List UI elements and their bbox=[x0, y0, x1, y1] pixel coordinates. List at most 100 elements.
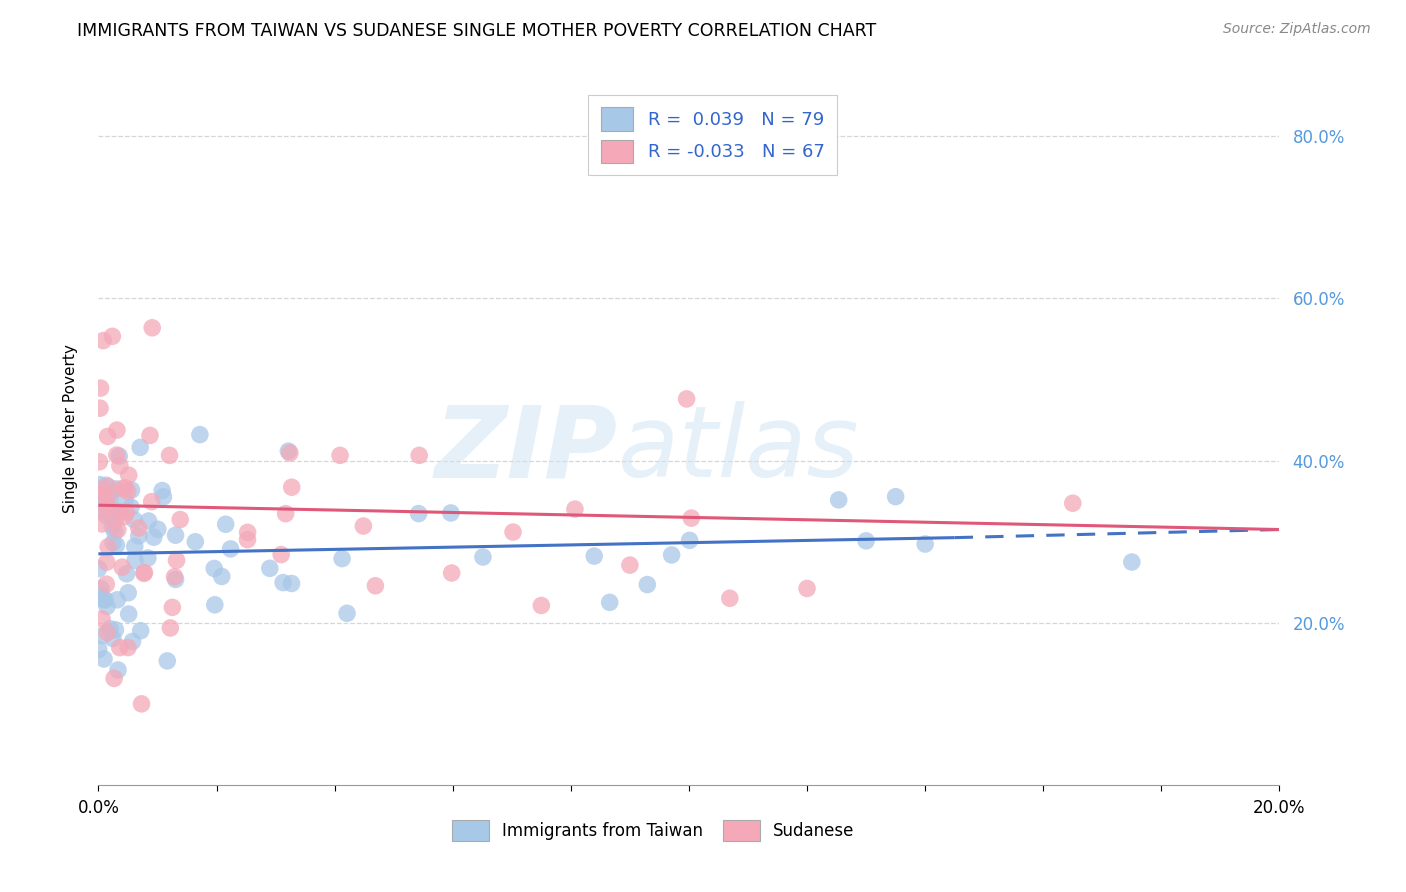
Point bbox=[96, 555, 118, 569]
Point bbox=[502, 524, 524, 539]
Point bbox=[105, 423, 128, 437]
Point bbox=[156, 654, 179, 668]
Point bbox=[98, 491, 121, 506]
Y-axis label: Single Mother Poverty: Single Mother Poverty bbox=[63, 343, 77, 513]
Point bbox=[211, 569, 233, 583]
Point bbox=[132, 566, 155, 581]
Point bbox=[138, 514, 160, 528]
Point bbox=[104, 515, 127, 529]
Point bbox=[101, 510, 124, 524]
Point bbox=[89, 492, 111, 507]
Point bbox=[131, 697, 153, 711]
Point bbox=[134, 566, 156, 580]
Text: IMMIGRANTS FROM TAIWAN VS SUDANESE SINGLE MOTHER POVERTY CORRELATION CHART: IMMIGRANTS FROM TAIWAN VS SUDANESE SINGL… bbox=[77, 22, 876, 40]
Point bbox=[118, 468, 141, 483]
Point bbox=[270, 548, 292, 562]
Point bbox=[93, 652, 115, 666]
Point bbox=[530, 599, 553, 613]
Point bbox=[236, 525, 259, 540]
Point bbox=[236, 533, 259, 547]
Point bbox=[583, 549, 606, 563]
Text: ZIP: ZIP bbox=[434, 401, 619, 498]
Point bbox=[855, 533, 877, 548]
Point bbox=[124, 540, 146, 554]
Point bbox=[472, 549, 495, 564]
Point bbox=[101, 503, 124, 517]
Point bbox=[107, 523, 129, 537]
Point bbox=[619, 558, 641, 573]
Point bbox=[107, 663, 129, 677]
Point bbox=[163, 570, 186, 584]
Point bbox=[87, 561, 110, 575]
Point bbox=[280, 480, 302, 494]
Point bbox=[91, 629, 114, 643]
Point bbox=[90, 483, 112, 497]
Point bbox=[159, 621, 181, 635]
Point bbox=[111, 482, 134, 496]
Point bbox=[330, 551, 353, 566]
Point bbox=[115, 505, 138, 519]
Point bbox=[101, 535, 124, 549]
Point bbox=[128, 529, 150, 543]
Point bbox=[202, 561, 225, 575]
Point bbox=[90, 516, 112, 531]
Point bbox=[564, 502, 586, 516]
Point bbox=[96, 577, 118, 591]
Point bbox=[105, 592, 128, 607]
Point bbox=[117, 484, 139, 499]
Point bbox=[440, 566, 463, 580]
Point bbox=[681, 511, 703, 525]
Point bbox=[408, 448, 430, 462]
Point bbox=[204, 598, 226, 612]
Point bbox=[165, 573, 187, 587]
Point bbox=[159, 449, 181, 463]
Point bbox=[678, 533, 700, 548]
Point bbox=[718, 591, 741, 606]
Point bbox=[124, 513, 146, 527]
Point bbox=[440, 506, 463, 520]
Point bbox=[96, 508, 118, 523]
Point bbox=[215, 517, 238, 532]
Point bbox=[96, 599, 118, 614]
Point bbox=[97, 479, 120, 493]
Point bbox=[129, 624, 152, 638]
Point bbox=[94, 592, 117, 607]
Point bbox=[91, 592, 114, 607]
Point bbox=[104, 623, 127, 637]
Point bbox=[146, 522, 169, 536]
Point bbox=[796, 582, 818, 596]
Point bbox=[139, 428, 162, 442]
Point bbox=[101, 329, 124, 343]
Point bbox=[278, 446, 301, 460]
Point bbox=[166, 553, 188, 567]
Point bbox=[165, 528, 187, 542]
Point bbox=[884, 490, 907, 504]
Point bbox=[271, 575, 294, 590]
Point bbox=[169, 512, 191, 526]
Point bbox=[1121, 555, 1143, 569]
Point bbox=[408, 507, 430, 521]
Point bbox=[91, 612, 114, 626]
Point bbox=[108, 505, 131, 519]
Point bbox=[914, 537, 936, 551]
Point bbox=[121, 483, 143, 497]
Text: Source: ZipAtlas.com: Source: ZipAtlas.com bbox=[1223, 22, 1371, 37]
Point bbox=[97, 500, 120, 515]
Point bbox=[96, 625, 118, 640]
Point bbox=[103, 672, 125, 686]
Point bbox=[108, 505, 131, 519]
Point bbox=[108, 640, 131, 655]
Point bbox=[114, 481, 136, 495]
Point bbox=[121, 634, 143, 648]
Point bbox=[1062, 496, 1084, 510]
Point bbox=[162, 600, 184, 615]
Point bbox=[87, 642, 110, 657]
Point bbox=[89, 455, 111, 469]
Point bbox=[89, 477, 111, 491]
Point bbox=[105, 448, 128, 462]
Point bbox=[141, 320, 163, 334]
Point bbox=[636, 577, 658, 591]
Point bbox=[117, 586, 139, 600]
Point bbox=[336, 607, 359, 621]
Point bbox=[114, 493, 136, 508]
